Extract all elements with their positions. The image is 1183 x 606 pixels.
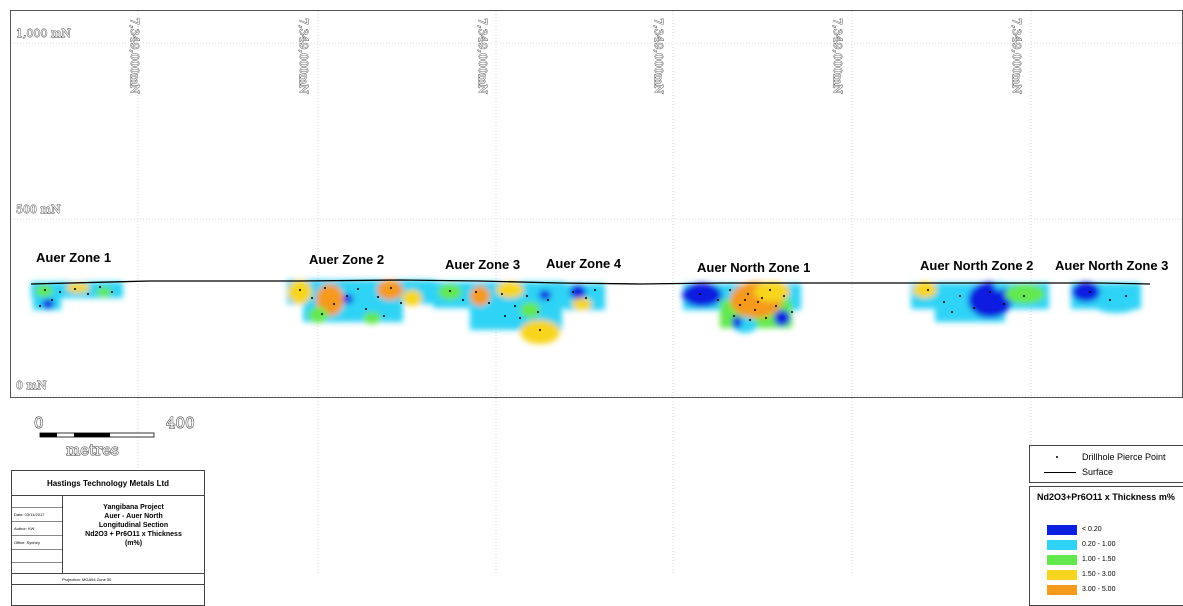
legend-item-pierce-point: Drillhole Pierce Point (1030, 450, 1183, 464)
meta-office: Office: Sydney (12, 536, 62, 550)
symbol-legend: Drillhole Pierce Point Surface (1029, 445, 1183, 483)
grade-legend-title: Nd2O3+Pr6O11 x Thickness m% (1037, 492, 1175, 502)
zone-label-auer-north-2: Auer North Zone 2 (920, 258, 1033, 273)
zone-label-auer-north-3: Auer North Zone 3 (1055, 258, 1168, 273)
zone-label-auer-3: Auer Zone 3 (445, 257, 520, 272)
legend-swatch (1047, 570, 1077, 580)
section-units: (m%) (124, 540, 143, 547)
legend-swatch (1047, 540, 1077, 550)
meta-blank-row (12, 495, 62, 508)
legend-item-label: Drillhole Pierce Point (1082, 452, 1166, 462)
project-area: Auer - Auer North (104, 513, 163, 520)
legend-class-label: 0.20 - 1.00 (1082, 541, 1116, 548)
elevation-label-1000: 1,000 mN (16, 27, 71, 40)
northing-label-2: 7,349,000mN (297, 18, 310, 94)
zone-label-auer-1: Auer Zone 1 (36, 250, 111, 265)
legend-class-label: 3.00 - 5.00 (1082, 586, 1116, 593)
legend-item-surface: Surface (1030, 465, 1183, 479)
elevation-label-0: 0 mN (16, 379, 47, 392)
meta-author: Author: KW (12, 522, 62, 536)
section-variable: Nd2O3 + Pr6O11 x Thickness (85, 531, 182, 538)
surface-line-icon (1044, 472, 1076, 474)
elevation-label-500: 500 mN (16, 203, 61, 216)
legend-class-label: 1.50 - 3.00 (1082, 571, 1116, 578)
zone-label-auer-north-1: Auer North Zone 1 (697, 260, 810, 275)
pierce-point-icon (1056, 456, 1058, 458)
scale-unit-label: metres (66, 441, 119, 459)
title-block-meta: Date: 03/11/2017 Author: KW Office: Sydn… (12, 495, 63, 573)
legend-item-label: Surface (1082, 467, 1114, 477)
legend-swatch (1047, 585, 1077, 595)
surface-line (30, 279, 1151, 285)
project-name: Yangibana Project (103, 504, 164, 511)
title-block: Hastings Technology Metals Ltd Date: 03/… (11, 470, 205, 606)
scale-start-label: 0 (34, 414, 44, 432)
northing-label-5: 7,349,000mN (831, 18, 844, 94)
zone-label-auer-2: Auer Zone 2 (309, 252, 384, 267)
northing-label-6: 7,349,000mN (1010, 18, 1023, 94)
scale-bar: 0 400 metres (34, 414, 196, 460)
legend-swatch (1047, 525, 1077, 535)
northing-label-3: 7,349,000mN (476, 18, 489, 94)
meta-blank-row (12, 550, 62, 563)
zone-label-auer-4: Auer Zone 4 (546, 256, 622, 271)
legend-class-label: < 0.20 (1082, 526, 1102, 533)
map-frame (10, 10, 1183, 398)
grade-legend: Nd2O3+Pr6O11 x Thickness m% < 0.20 0.20 … (1029, 486, 1183, 606)
drillhole-pierce-points (39, 286, 1127, 331)
section-type: Longitudinal Section (98, 522, 169, 529)
title-block-title: Yangibana Project Auer - Auer North Long… (63, 495, 204, 573)
projection-label: Projection: MGA94 Zone 50 (12, 573, 204, 585)
meta-date: Date: 03/11/2017 (12, 508, 62, 522)
grade-blobs (31, 280, 1141, 344)
scale-end-label: 400 (166, 414, 195, 432)
northing-label-4: 7,349,000mN (652, 18, 665, 94)
legend-swatch (1047, 555, 1077, 565)
company-name: Hastings Technology Metals Ltd (12, 471, 204, 496)
legend-class-label: 1.00 - 1.50 (1082, 556, 1116, 563)
northing-label-1: 7,349,000mN (128, 18, 141, 94)
